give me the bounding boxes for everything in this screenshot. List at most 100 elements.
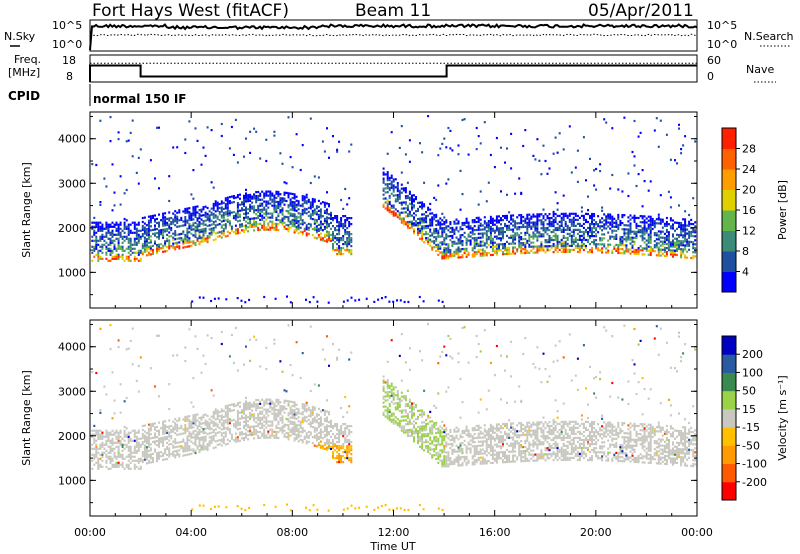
power-cell <box>249 223 252 226</box>
power-cell <box>445 243 448 246</box>
power-cell <box>101 225 104 228</box>
power-cell <box>536 138 539 141</box>
power-cell <box>532 215 535 218</box>
power-cell <box>461 248 464 251</box>
power-cell <box>315 231 318 234</box>
power-cell <box>115 253 118 256</box>
power-cell <box>164 242 167 245</box>
power-cell <box>516 222 519 225</box>
power-cell <box>528 237 531 240</box>
power-cell <box>647 249 650 252</box>
power-cell <box>684 222 687 225</box>
power-cell <box>493 241 496 244</box>
velocity-cell <box>251 433 254 436</box>
power-cell <box>406 206 409 210</box>
power-cell <box>661 230 664 233</box>
power-cell <box>299 212 302 215</box>
power-cell <box>477 248 480 251</box>
power-cell <box>665 220 668 224</box>
power-cell <box>117 227 120 230</box>
velocity-cell <box>259 436 262 439</box>
power-cell <box>95 245 98 248</box>
power-cell <box>418 295 421 299</box>
velocity-cell <box>166 437 169 440</box>
power-cell <box>455 236 458 239</box>
velocity-cell <box>152 422 154 425</box>
velocity-cell <box>230 403 233 406</box>
power-cell <box>111 235 114 238</box>
velocity-cell <box>287 420 290 423</box>
power-cell <box>629 230 632 233</box>
power-cell <box>271 224 274 227</box>
power-cell <box>119 231 122 234</box>
power-cell <box>445 251 448 254</box>
velocity-cell <box>176 425 179 428</box>
velocity-cell <box>135 465 138 468</box>
power-cell <box>524 231 527 234</box>
power-cell <box>502 227 504 230</box>
velocity-cell <box>166 453 169 457</box>
power-cell <box>528 223 531 226</box>
power-cell <box>396 186 399 189</box>
power-cell <box>653 224 656 227</box>
power-cell <box>117 255 120 258</box>
velocity-cell <box>115 435 118 438</box>
power-cell <box>147 253 150 256</box>
power-cell <box>680 152 683 155</box>
velocity-cell <box>105 459 108 462</box>
power-cell <box>657 145 660 148</box>
velocity-cell <box>228 440 231 443</box>
power-cell <box>129 229 132 232</box>
power-cell <box>676 239 678 242</box>
power-cell <box>437 235 440 238</box>
velocity-cell <box>273 412 276 415</box>
power-cell <box>659 218 662 221</box>
power-cell <box>301 195 304 198</box>
power-cell <box>319 210 322 213</box>
power-cell <box>408 226 411 229</box>
power-cell <box>239 203 241 206</box>
power-cell <box>508 236 511 239</box>
power-cell <box>495 235 498 238</box>
power-cell <box>621 190 624 193</box>
power-cell <box>301 199 304 202</box>
power-cell <box>649 221 652 224</box>
power-cell <box>261 210 264 213</box>
power-cell <box>127 255 130 258</box>
velocity-cell <box>249 417 252 420</box>
power-cell <box>105 235 108 238</box>
velocity-cell <box>295 341 298 344</box>
power-cell <box>475 236 478 240</box>
velocity-cell <box>158 457 160 460</box>
power-cell <box>212 202 215 206</box>
velocity-cell <box>253 419 256 422</box>
power-cell <box>411 220 413 223</box>
power-cell <box>265 159 268 163</box>
power-cell <box>214 202 217 205</box>
power-cell <box>667 241 670 244</box>
power-cell <box>194 243 197 247</box>
velocity-cell <box>334 437 337 440</box>
velocity-cell <box>269 410 272 413</box>
velocity-cell <box>323 427 326 430</box>
power-cell <box>224 199 227 202</box>
power-cell <box>413 232 415 235</box>
power-cell <box>639 245 642 248</box>
velocity-cell <box>194 421 197 424</box>
power-cell <box>253 219 256 222</box>
power-cell <box>500 229 502 232</box>
power-cell <box>576 238 579 241</box>
velocity-cell <box>184 426 187 429</box>
power-cell <box>131 231 134 234</box>
power-cell <box>283 221 286 224</box>
power-cell <box>99 249 102 252</box>
power-cell <box>326 127 328 130</box>
power-cell <box>299 214 302 217</box>
velocity-cell <box>139 457 142 460</box>
power-cell <box>317 176 320 179</box>
power-cell <box>498 229 500 232</box>
power-cell <box>178 245 181 248</box>
power-cell <box>536 229 539 232</box>
power-cell <box>554 216 557 220</box>
power-cell <box>321 223 324 226</box>
